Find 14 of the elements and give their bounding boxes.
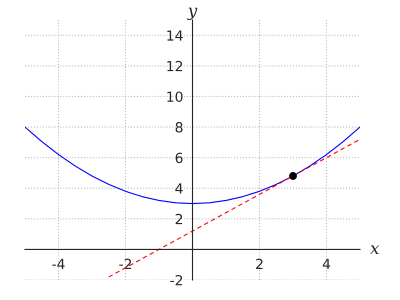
y-tick-label: 10 (167, 91, 183, 102)
x-tick-label: -2 (119, 258, 132, 269)
y-tick-label: 6 (176, 152, 183, 164)
x-tick-label: 4 (322, 258, 330, 269)
y-tick-label: 4 (175, 183, 183, 194)
y-tick-label: -2 (170, 274, 182, 286)
x-tick-label: 2 (256, 258, 263, 269)
y-tick-label: 12 (167, 60, 182, 72)
y-axis-title: y (187, 8, 198, 20)
y-tick-label: 8 (176, 122, 183, 133)
y-tick-label: 2 (176, 214, 182, 224)
y-tick-label: 14 (167, 30, 183, 41)
x-tick-label: -4 (52, 258, 65, 269)
x-axis-title: x (370, 245, 380, 254)
